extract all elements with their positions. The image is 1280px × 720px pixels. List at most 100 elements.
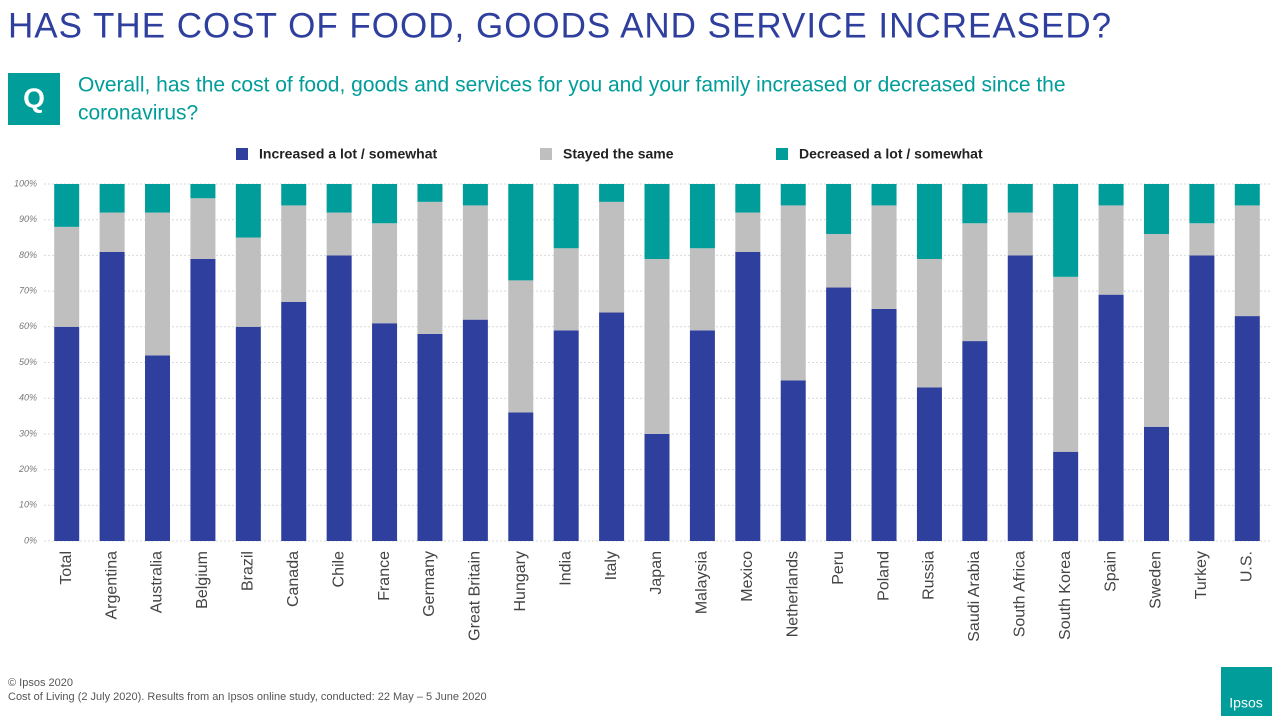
bar-segment <box>1053 276 1079 452</box>
bar-segment <box>644 184 670 259</box>
x-tick-label: Chile <box>330 551 347 588</box>
x-tick-label: Great Britain <box>467 551 484 641</box>
bar-segment <box>962 341 988 541</box>
x-tick-label: Argentina <box>103 551 120 620</box>
legend-swatch <box>776 148 788 160</box>
bar-segment <box>1189 184 1215 224</box>
bar-segment <box>281 205 307 302</box>
bar-segment <box>417 184 443 202</box>
y-tick-label: 70% <box>19 285 37 295</box>
bar-segment <box>553 330 579 541</box>
bar-segment <box>826 233 852 288</box>
bar-segment <box>326 184 352 213</box>
bar-segment <box>1007 212 1033 256</box>
bar-segment <box>508 184 534 281</box>
bar-segment <box>871 205 897 309</box>
x-tick-label: Italy <box>603 551 620 580</box>
bar-segment <box>962 184 988 224</box>
bar-segment <box>735 212 761 252</box>
slide-title: HAS THE COST OF FOOD, GOODS AND SERVICE … <box>8 6 1112 45</box>
bar-segment <box>99 251 125 541</box>
bar-segment <box>689 184 715 249</box>
bar-segment <box>689 330 715 541</box>
bar-segment <box>644 258 670 434</box>
y-tick-label: 20% <box>18 464 37 474</box>
bar-segment <box>1143 426 1169 541</box>
bar-segment <box>962 223 988 342</box>
bar-segment <box>235 237 261 327</box>
x-tick-label: Brazil <box>240 551 257 591</box>
bar-segment <box>462 205 488 320</box>
y-tick-label: 80% <box>19 250 37 260</box>
bar-segment <box>1143 184 1169 234</box>
bar-segment <box>235 326 261 541</box>
bar-segment <box>190 184 216 199</box>
bar-segment <box>190 258 216 541</box>
bar-segment <box>1098 294 1124 541</box>
legend-swatch <box>540 148 552 160</box>
x-tick-label: Japan <box>648 551 665 595</box>
bar-segment <box>735 184 761 213</box>
x-tick-label: Canada <box>285 551 302 607</box>
bar-segment <box>372 184 398 224</box>
bar-segment <box>916 184 942 259</box>
bar-segment <box>1053 184 1079 277</box>
bar-segment <box>1007 184 1033 213</box>
x-tick-label: Belgium <box>194 551 211 609</box>
bar-segment <box>54 226 80 327</box>
bar-segment <box>599 312 625 541</box>
bar-segment <box>1234 205 1260 317</box>
bar-segment <box>235 184 261 238</box>
y-tick-label: 60% <box>19 321 37 331</box>
bar-segment <box>417 201 443 334</box>
bar-segment <box>190 198 216 259</box>
y-tick-label: 0% <box>24 535 37 545</box>
bar-segment <box>553 184 579 249</box>
bar-segment <box>599 201 625 313</box>
bar-segment <box>916 258 942 388</box>
x-tick-label: Russia <box>921 551 938 600</box>
bar-segment <box>1234 316 1260 541</box>
bar-segment <box>689 248 715 331</box>
bar-segment <box>99 184 125 213</box>
bar-segment <box>281 184 307 206</box>
x-tick-label: Mexico <box>739 551 756 602</box>
bar-segment <box>871 184 897 206</box>
x-tick-label: Netherlands <box>784 551 801 637</box>
bar-segment <box>871 308 897 541</box>
bar-segment <box>1053 451 1079 541</box>
x-tick-label: South Africa <box>1011 551 1028 637</box>
legend-label: Decreased a lot / somewhat <box>799 146 983 162</box>
x-tick-label: Spain <box>1102 551 1119 592</box>
bar-segment <box>735 251 761 541</box>
legend-label: Increased a lot / somewhat <box>259 146 438 162</box>
bar-segment <box>644 433 670 541</box>
bar-segment <box>780 205 806 381</box>
question-text: Overall, has the cost of food, goods and… <box>78 74 1066 97</box>
x-tick-label: Australia <box>149 551 166 613</box>
bar-segment <box>281 301 307 541</box>
bar-segment <box>326 212 352 256</box>
logo-box <box>1221 667 1272 716</box>
bar-segment <box>372 323 398 541</box>
bar-segment <box>553 248 579 331</box>
bar-segment <box>1189 255 1215 541</box>
bar-segment <box>99 212 125 252</box>
x-tick-label: India <box>557 551 574 586</box>
bar-segment <box>508 412 534 541</box>
y-tick-label: 10% <box>19 500 37 510</box>
bar-segment <box>508 280 534 413</box>
x-tick-label: Hungary <box>512 551 529 611</box>
source-note: Cost of Living (2 July 2020). Results fr… <box>8 691 487 703</box>
y-tick-label: 50% <box>19 357 37 367</box>
x-tick-label: France <box>376 551 393 601</box>
bar-segment <box>326 255 352 541</box>
bar-segment <box>826 184 852 234</box>
bar-segment <box>1143 233 1169 427</box>
bar-segment <box>145 184 171 213</box>
question-badge-box <box>8 73 60 125</box>
bar-segment <box>145 355 171 541</box>
bar-segment <box>1098 184 1124 206</box>
legend-label: Stayed the same <box>563 146 674 162</box>
y-tick-label: 100% <box>14 178 37 188</box>
